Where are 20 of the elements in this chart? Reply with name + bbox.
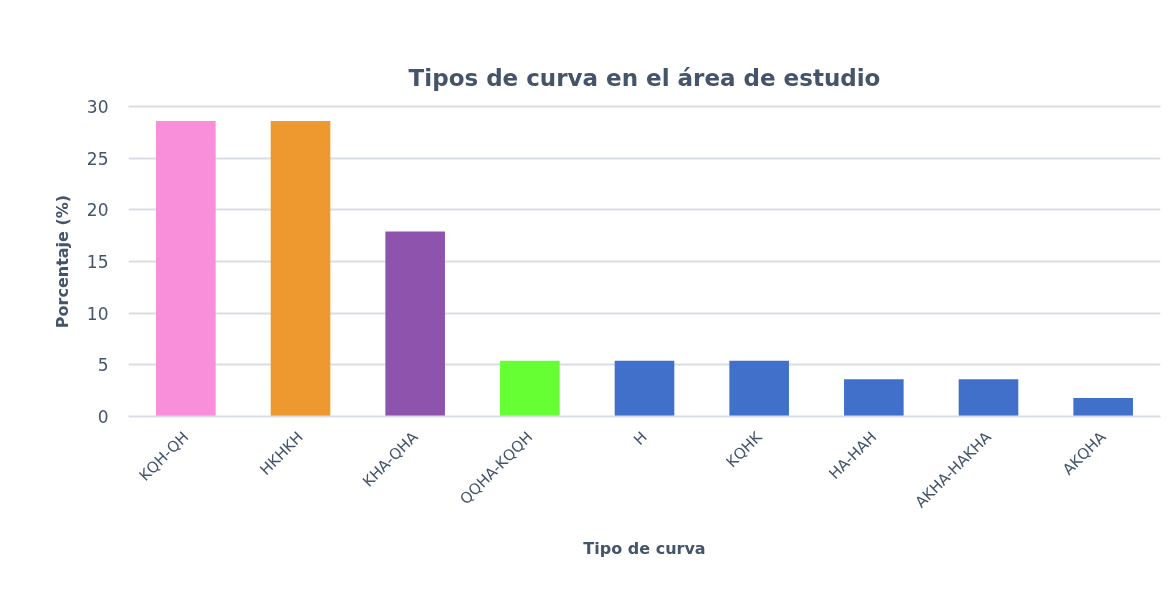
y-tick-label: 20 (86, 200, 109, 221)
bar (385, 231, 445, 417)
bar (958, 379, 1019, 417)
bar (156, 120, 216, 417)
x-axis-title: Tipo de curva (583, 538, 706, 558)
bar (844, 379, 904, 417)
y-tick-label: 5 (97, 355, 109, 376)
bar (500, 360, 560, 417)
y-tick-label: 10 (86, 303, 109, 324)
bar (614, 360, 675, 417)
y-axis-title: Porcentaje (%) (52, 194, 72, 329)
y-tick-label: 0 (97, 407, 109, 427)
chart-title: Tipos de curva en el área de estudio (408, 64, 881, 91)
bar (729, 360, 789, 417)
bar (1073, 397, 1133, 417)
y-tick-label: 30 (86, 97, 109, 117)
x-tick-label: H (630, 428, 651, 449)
bar (270, 120, 331, 417)
y-tick-label: 25 (86, 148, 109, 169)
y-tick-label: 15 (86, 252, 109, 272)
